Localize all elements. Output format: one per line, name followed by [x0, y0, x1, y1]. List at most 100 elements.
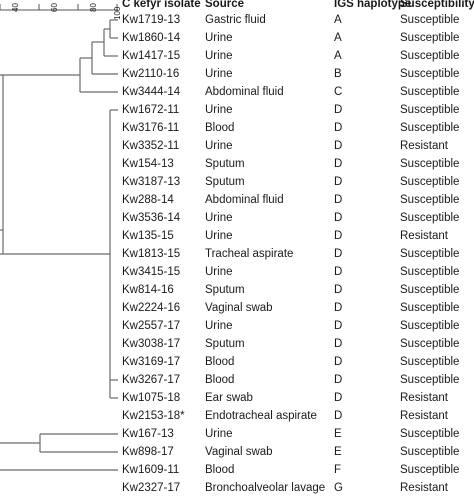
isolate-source: Urine	[205, 212, 233, 224]
isolate-source: Urine	[205, 428, 233, 440]
susceptibility-result: Susceptible	[400, 446, 460, 458]
isolate-name: Kw288-14	[122, 194, 174, 206]
igs-haplotype: F	[334, 464, 342, 476]
table-row: Kw167-13 Urine E Susceptible	[0, 426, 474, 443]
igs-haplotype: E	[334, 446, 342, 458]
isolate-source: Gastric fluid	[205, 14, 266, 26]
table-row: Kw1813-15 Tracheal aspirate D Susceptible	[0, 246, 474, 263]
igs-haplotype: D	[334, 266, 343, 278]
susceptibility-result: Resistant	[400, 230, 448, 242]
igs-haplotype: A	[334, 32, 342, 44]
isolate-name: Kw3536-14	[122, 212, 181, 224]
dendrogram-tree	[0, 19, 118, 471]
similarity-scale	[0, 4, 118, 11]
isolate-name: Kw1609-11	[122, 464, 180, 476]
susceptibility-result: Susceptible	[400, 158, 460, 170]
table-row: Kw1672-11 Urine D Susceptible	[0, 102, 474, 119]
table-row: Kw1609-11 Blood F Susceptible	[0, 462, 474, 479]
table-row: Kw1075-18 Ear swab D Resistant	[0, 390, 474, 407]
susceptibility-result: Susceptible	[400, 32, 460, 44]
susceptibility-result: Susceptible	[400, 374, 460, 386]
isolate-name: Kw1075-18	[122, 392, 181, 404]
isolate-source: Urine	[205, 32, 233, 44]
isolate-source: Sputum	[205, 284, 245, 296]
isolate-name: Kw1417-15	[122, 50, 181, 62]
isolate-source: Abdominal fluid	[205, 194, 284, 206]
susceptibility-result: Susceptible	[400, 68, 460, 80]
isolate-source: Endotracheal aspirate	[205, 410, 317, 422]
susceptibility-result: Susceptible	[400, 104, 460, 116]
isolate-source: Tracheal aspirate	[205, 248, 294, 260]
isolate-name: Kw2327-17	[122, 482, 181, 494]
table-row: Kw3536-14 Urine D Susceptible	[0, 210, 474, 227]
igs-haplotype: D	[334, 320, 343, 332]
table-row: Kw3176-11 Blood D Susceptible	[0, 120, 474, 137]
susceptibility-result: Susceptible	[400, 428, 460, 440]
isolate-name: Kw2110-16	[122, 68, 180, 80]
isolate-source: Urine	[205, 320, 233, 332]
isolate-name: Kw3415-15	[122, 266, 181, 278]
isolate-name: Kw3176-11	[122, 122, 180, 134]
isolate-name: Kw1860-14	[122, 32, 181, 44]
table-row: Kw3444-14 Abdominal fluid C Susceptible	[0, 84, 474, 101]
isolate-source: Urine	[205, 230, 233, 242]
susceptibility-result: Susceptible	[400, 320, 460, 332]
igs-haplotype: D	[334, 410, 343, 422]
isolate-source: Ear swab	[205, 392, 253, 404]
igs-haplotype: E	[334, 428, 342, 440]
isolate-source: Vaginal swab	[205, 446, 273, 458]
isolate-name: Kw1719-13	[122, 14, 181, 26]
susceptibility-result: Susceptible	[400, 14, 460, 26]
isolate-name: Kw2224-16	[122, 302, 181, 314]
table-row: Kw814-16 Sputum D Susceptible	[0, 282, 474, 299]
susceptibility-result: Resistant	[400, 482, 448, 494]
isolate-source: Urine	[205, 68, 233, 80]
isolate-name: Kw135-15	[122, 230, 174, 242]
isolate-name: Kw1672-11	[122, 104, 180, 116]
susceptibility-result: Susceptible	[400, 266, 460, 278]
susceptibility-result: Susceptible	[400, 464, 460, 476]
isolate-source: Abdominal fluid	[205, 86, 284, 98]
igs-haplotype: D	[334, 338, 343, 350]
igs-haplotype: D	[334, 104, 343, 116]
isolate-source: Blood	[205, 464, 235, 476]
isolate-source: Urine	[205, 50, 233, 62]
susceptibility-result: Susceptible	[400, 176, 460, 188]
isolate-name: Kw1813-15	[122, 248, 181, 260]
susceptibility-result: Resistant	[400, 392, 448, 404]
table-row: Kw135-15 Urine D Resistant	[0, 228, 474, 245]
susceptibility-result: Susceptible	[400, 302, 460, 314]
table-row: Kw2557-17 Urine D Susceptible	[0, 318, 474, 335]
table-row: Kw2327-17 Bronchoalveolar lavage G Resistan…	[0, 480, 474, 497]
isolate-name: Kw898-17	[122, 446, 174, 458]
susceptibility-result: Susceptible	[400, 284, 460, 296]
igs-haplotype: D	[334, 122, 343, 134]
table-row: Kw1860-14 Urine A Susceptible	[0, 30, 474, 47]
isolate-source: Blood	[205, 356, 235, 368]
table-row: Kw3038-17 Sputum D Susceptible	[0, 336, 474, 353]
isolate-name: Kw2153-18*	[122, 410, 185, 422]
susceptibility-result: Susceptible	[400, 212, 460, 224]
isolate-name: Kw2557-17	[122, 320, 181, 332]
table-row: Kw3169-17 Blood D Susceptible	[0, 354, 474, 371]
susceptibility-result: Susceptible	[400, 50, 460, 62]
table-row: Kw3187-13 Sputum D Susceptible	[0, 174, 474, 191]
table-row: Kw3415-15 Urine D Susceptible	[0, 264, 474, 281]
isolate-source: Sputum	[205, 176, 245, 188]
isolate-source: Sputum	[205, 338, 245, 350]
header-source: Source	[205, 0, 244, 10]
header-igs-haplotype: IGS haplotype	[334, 0, 412, 10]
isolate-source: Blood	[205, 122, 235, 134]
isolate-name: Kw3444-14	[122, 86, 181, 98]
isolate-source: Urine	[205, 140, 233, 152]
igs-haplotype: A	[334, 50, 342, 62]
susceptibility-result: Susceptible	[400, 248, 460, 260]
igs-haplotype: C	[334, 86, 343, 98]
susceptibility-result: Resistant	[400, 140, 448, 152]
susceptibility-result: Susceptible	[400, 86, 460, 98]
igs-haplotype: D	[334, 212, 343, 224]
igs-haplotype: D	[334, 140, 343, 152]
table-row: Kw154-13 Sputum D Susceptible	[0, 156, 474, 173]
table-row: Kw2110-16 Urine B Susceptible	[0, 66, 474, 83]
